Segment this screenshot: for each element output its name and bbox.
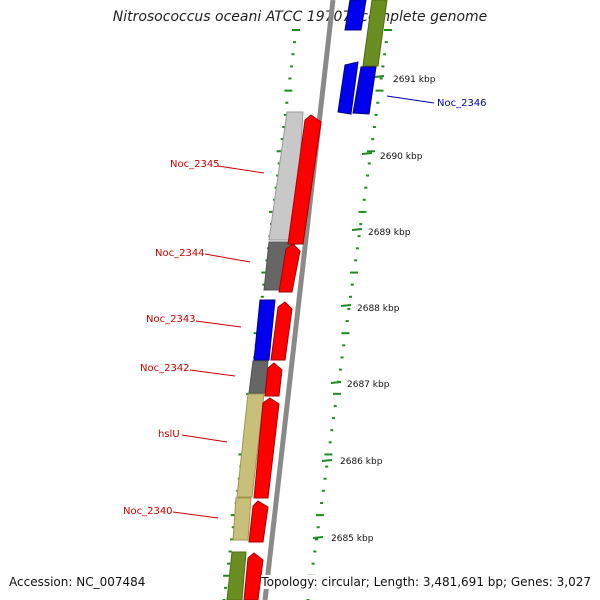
gene-label-noc-2346[interactable]: Noc_2346 bbox=[437, 98, 487, 109]
gene-label-hslu[interactable]: hslU bbox=[158, 429, 180, 440]
gene-label-noc-2344[interactable]: Noc_2344 bbox=[155, 248, 205, 259]
leader-line bbox=[181, 434, 228, 443]
leader-line bbox=[386, 95, 435, 104]
gene-blue-mid-right[interactable] bbox=[352, 66, 377, 115]
kbp-label: 2689 kbp bbox=[368, 228, 411, 238]
kbp-tick bbox=[361, 152, 373, 155]
kbp-label: 2690 kbp bbox=[380, 152, 423, 162]
gene-label-noc-2340[interactable]: Noc_2340 bbox=[123, 506, 173, 517]
kbp-tick bbox=[351, 228, 363, 231]
leader-line bbox=[204, 253, 251, 263]
kbp-scale: 2685 kbp 2686 kbp 2687 kbp 2688 kbp 2689… bbox=[312, 75, 436, 544]
kbp-label: 2688 kbp bbox=[357, 304, 400, 314]
gene-noc-2340[interactable] bbox=[232, 497, 252, 541]
gene-olive-top-right[interactable] bbox=[362, 0, 388, 67]
gene-label-noc-2345[interactable]: Noc_2345 bbox=[170, 159, 220, 170]
gene-blue-top-left[interactable] bbox=[344, 0, 367, 31]
gene-track-right bbox=[243, 0, 388, 600]
gene-noc-2342[interactable] bbox=[248, 360, 269, 394]
gene-blue-mid-left[interactable] bbox=[337, 61, 359, 115]
kbp-label: 2687 kbp bbox=[347, 380, 390, 390]
accession-text: Accession: NC_007484 bbox=[9, 575, 146, 589]
gene-labels: Noc_2345 Noc_2344 Noc_2343 Noc_2342 hslU… bbox=[123, 95, 487, 519]
gene-hslu[interactable] bbox=[236, 393, 265, 498]
map-title: Nitrosococcus oceani ATCC 19707, complet… bbox=[112, 9, 488, 25]
leader-line bbox=[189, 369, 236, 377]
leader-line bbox=[172, 511, 219, 519]
leader-line bbox=[217, 165, 265, 174]
genome-backbone bbox=[262, 0, 336, 600]
kbp-label: 2691 kbp bbox=[393, 75, 436, 85]
topology-text: Topology: circular; Length: 3,481,691 bp… bbox=[261, 575, 591, 589]
leader-line bbox=[195, 320, 242, 328]
forward-cds[interactable] bbox=[270, 301, 293, 361]
forward-cds[interactable] bbox=[248, 500, 269, 543]
kbp-tick bbox=[330, 381, 342, 384]
forward-cds[interactable] bbox=[253, 397, 280, 499]
kbp-label: 2685 kbp bbox=[331, 534, 374, 544]
forward-cds[interactable] bbox=[264, 362, 283, 397]
kbp-tick bbox=[340, 304, 352, 307]
forward-cds[interactable] bbox=[278, 243, 301, 293]
gene-label-noc-2343[interactable]: Noc_2343 bbox=[146, 314, 196, 325]
gene-noc-2343[interactable] bbox=[253, 299, 276, 361]
kbp-tick bbox=[312, 536, 324, 539]
kbp-tick bbox=[373, 75, 385, 78]
gene-label-noc-2342[interactable]: Noc_2342 bbox=[140, 363, 190, 374]
forward-cds[interactable] bbox=[243, 552, 264, 600]
kbp-label: 2686 kbp bbox=[340, 457, 383, 467]
kbp-tick bbox=[321, 459, 333, 462]
forward-cds[interactable] bbox=[287, 114, 322, 245]
gene-olive-lower[interactable] bbox=[226, 551, 247, 600]
